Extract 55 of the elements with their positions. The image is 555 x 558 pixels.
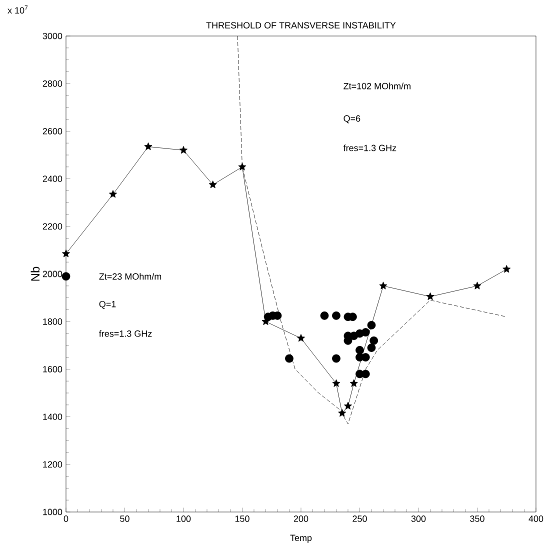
point bbox=[208, 180, 217, 188]
point bbox=[179, 146, 188, 154]
point bbox=[296, 334, 305, 342]
y-tick-label: 1000 bbox=[43, 508, 62, 516]
y-tick-label: 2400 bbox=[42, 176, 62, 182]
x-axis-title: Temp bbox=[290, 534, 312, 543]
annotation: Q=1 bbox=[99, 300, 116, 309]
annotation: Zt=102 MOhm/m bbox=[344, 82, 410, 90]
point bbox=[320, 311, 329, 320]
point bbox=[361, 328, 370, 337]
point bbox=[62, 250, 70, 258]
annotation: fres=1.3 GHz bbox=[343, 144, 396, 152]
y-tick-label: 2600 bbox=[42, 128, 62, 134]
x-tick-label: 350 bbox=[470, 516, 484, 522]
point bbox=[350, 379, 358, 387]
point bbox=[332, 379, 340, 387]
point bbox=[62, 272, 70, 281]
x-tick-label: 50 bbox=[120, 516, 130, 522]
y-tick-label: 2800 bbox=[42, 80, 62, 87]
y-tick-label: 2000 bbox=[42, 270, 62, 278]
point bbox=[370, 336, 378, 345]
point bbox=[426, 292, 434, 300]
point bbox=[356, 346, 364, 354]
annotation: Zt=23 MOhm/m bbox=[99, 273, 162, 280]
point bbox=[285, 354, 294, 363]
point bbox=[367, 344, 376, 352]
x-tick-label: 0 bbox=[64, 516, 68, 522]
y-tick-label: 1600 bbox=[43, 366, 62, 372]
x-tick-label: 250 bbox=[352, 516, 367, 522]
point bbox=[344, 402, 352, 410]
x-tick-label: 200 bbox=[294, 516, 308, 522]
y-tick-label: 1200 bbox=[43, 461, 62, 468]
point bbox=[379, 282, 388, 290]
annotation: fres=1.3 GHz bbox=[99, 330, 152, 337]
annotation: Q=6 bbox=[344, 115, 360, 124]
x-tick-label: 150 bbox=[235, 516, 250, 522]
point bbox=[238, 162, 246, 170]
y-tick-label: 2200 bbox=[42, 223, 62, 230]
y-tick-label: 3000 bbox=[42, 32, 62, 40]
text: x 10$^{7}$ bbox=[8, 6, 28, 14]
chart-title: THRESHOLD OF TRANSVERSE INSTABILITY bbox=[206, 22, 396, 28]
point bbox=[367, 320, 376, 330]
x-tick-label: 400 bbox=[528, 516, 544, 522]
y-axis-title: Nb bbox=[30, 266, 40, 281]
y-tick-label: 1400 bbox=[43, 414, 62, 420]
point bbox=[144, 142, 152, 150]
point bbox=[108, 190, 117, 198]
point bbox=[502, 265, 511, 273]
x-tick-label: 300 bbox=[411, 516, 426, 522]
point bbox=[332, 354, 340, 363]
point bbox=[473, 282, 482, 290]
point bbox=[338, 409, 346, 417]
y-tick-label: 1800 bbox=[43, 318, 62, 325]
point bbox=[332, 311, 340, 320]
x-tick-label: 100 bbox=[176, 516, 191, 522]
